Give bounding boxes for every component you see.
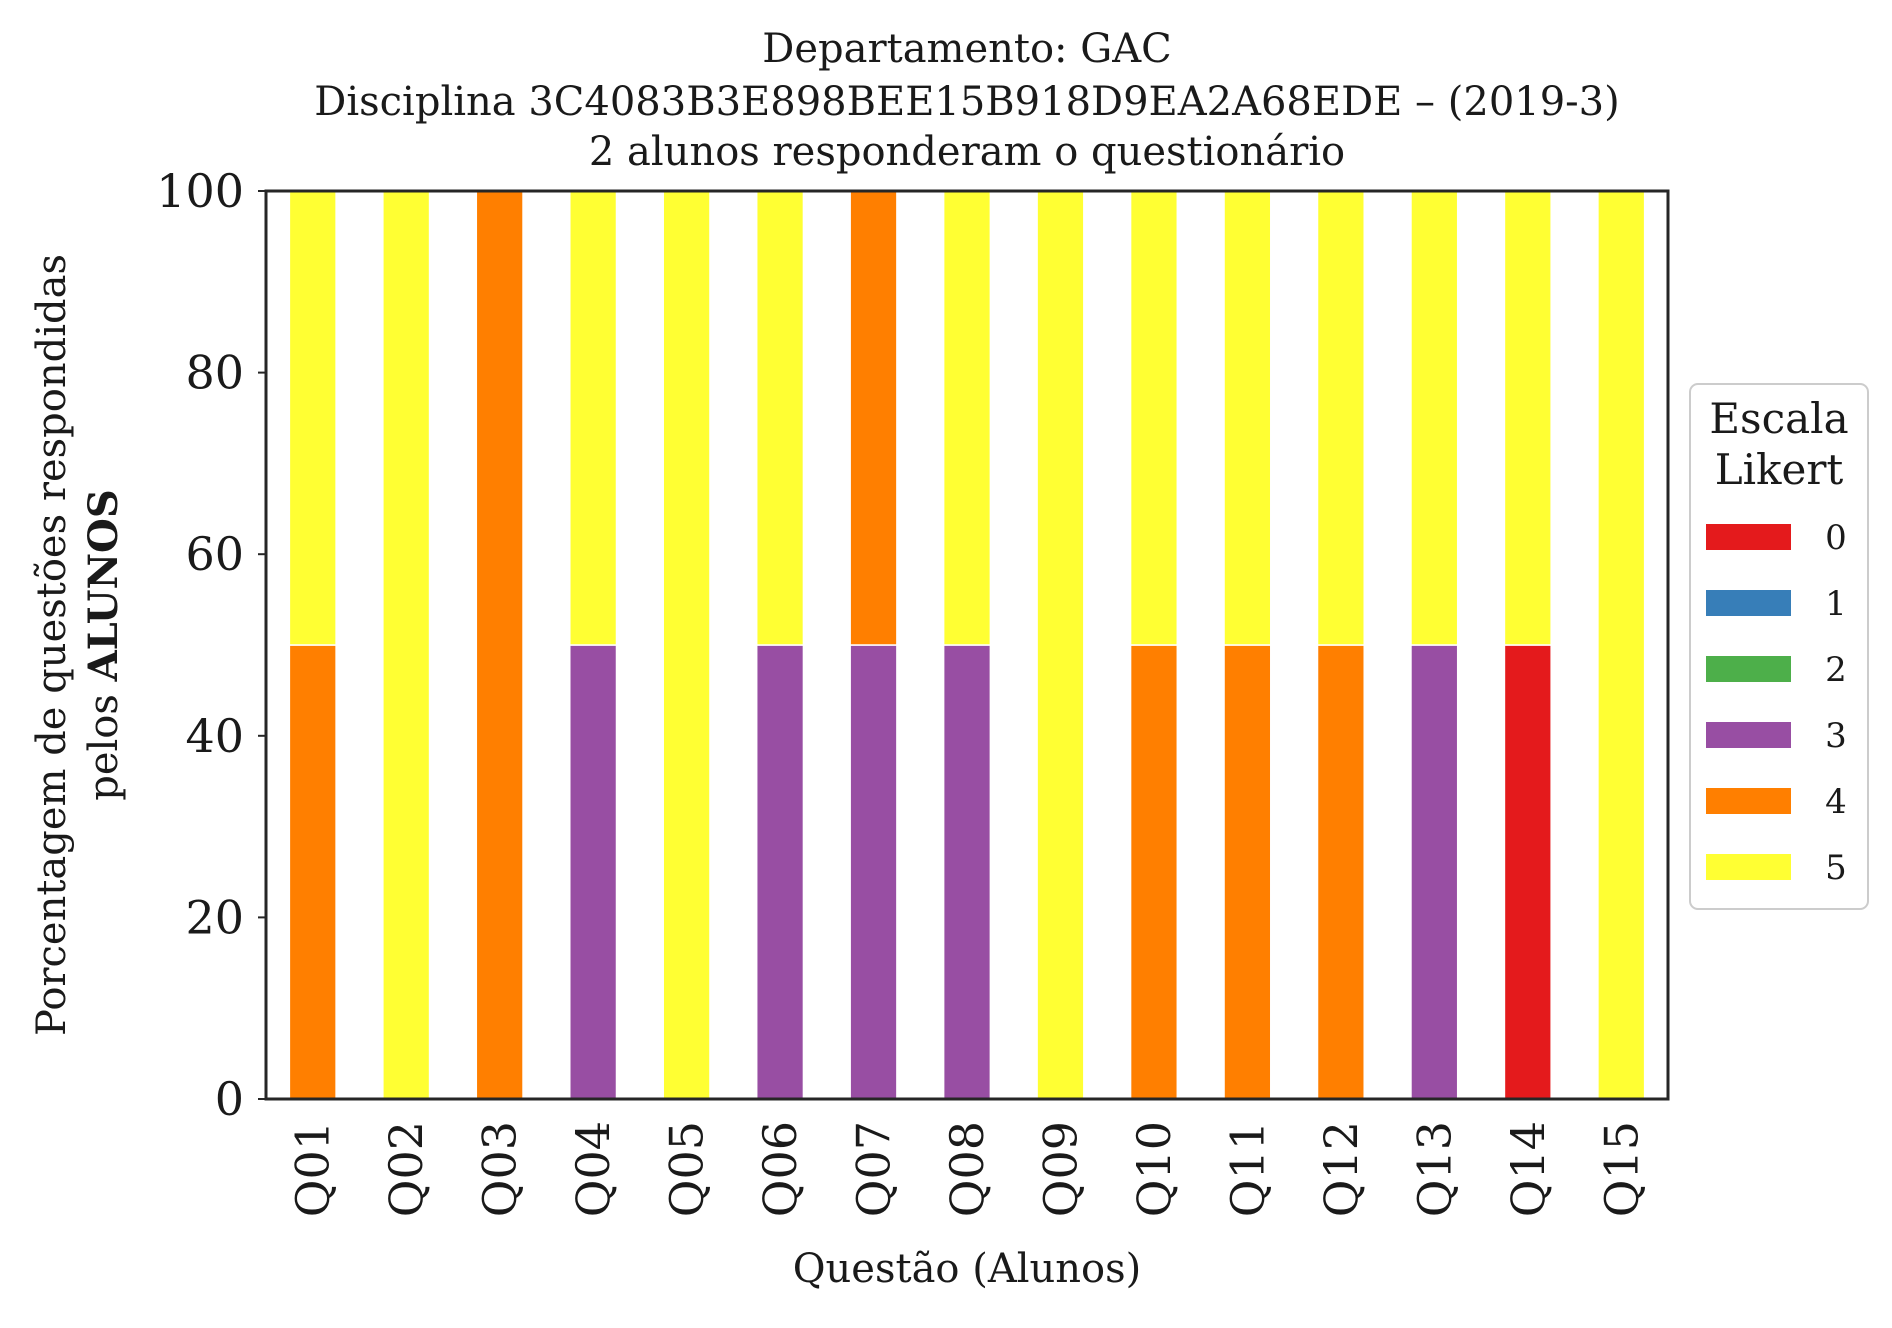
legend-swatch-2 [1706,656,1791,682]
y-axis-label-bold: ALUNOS [80,489,127,682]
legend-title-line-2: Likert [1715,445,1844,494]
legend-label-1: 1 [1825,584,1847,624]
x-tick-label-q11: Q11 [1220,1121,1274,1217]
bar-segment-q01-scale-4 [288,644,337,1100]
x-tick-label-q04: Q04 [566,1121,620,1217]
x-tick-label-q14: Q14 [1501,1121,1555,1217]
bar-segment-q04-scale-3 [569,644,618,1100]
y-tick-label-80: 80 [185,346,244,400]
bar-segment-q01-scale-5 [288,190,337,646]
bar-segment-q07-scale-3 [849,644,898,1100]
legend-label-5: 5 [1825,848,1847,888]
bar-segment-q12-scale-4 [1316,644,1365,1100]
y-axis-label-line-2: pelos ALUNOS [80,489,127,801]
bar-segment-q06-scale-3 [755,644,805,1100]
x-tick-label-q09: Q09 [1033,1121,1087,1217]
bar-segment-q14-scale-5 [1503,190,1552,646]
y-axis-label-prefix: pelos [81,681,127,800]
legend: Escala Likert 0 1 2 3 4 5 [1689,383,1869,910]
y-tick-label-100: 100 [156,164,244,218]
legend-title-line-1: Escala [1709,394,1848,443]
y-tick-label-0: 0 [215,1072,244,1126]
bar-segment-q11-scale-5 [1223,190,1272,646]
bar-segment-q10-scale-4 [1129,644,1179,1100]
bar-segment-q08-scale-3 [942,644,992,1100]
bar-segment-q12-scale-5 [1316,190,1365,646]
x-tick-label-q01: Q01 [286,1121,340,1217]
legend-frame [1689,383,1869,910]
x-tick-label-q05: Q05 [660,1121,714,1217]
y-tick-label-20: 20 [185,890,244,944]
y-tick-label-40: 40 [185,709,244,763]
x-tick-label-q08: Q08 [940,1121,994,1217]
legend-swatch-4 [1706,788,1791,814]
chart-title: Departamento: GAC Disciplina 3C4083B3E89… [314,26,1620,175]
bar-segment-q13-scale-5 [1410,190,1459,646]
legend-swatch-3 [1706,722,1791,748]
x-tick-label-q03: Q03 [473,1121,527,1217]
legend-label-3: 3 [1825,716,1847,756]
y-axis-ticks: 0 20 40 60 80 100 [156,164,266,1126]
bar-segment-q03-scale-4 [475,190,524,1100]
x-tick-label-q13: Q13 [1407,1121,1461,1217]
bar-segment-q02-scale-5 [382,190,431,1100]
x-tick-label-q10: Q10 [1127,1121,1181,1217]
x-axis-ticks: Q01 Q02 Q03 Q04 Q05 Q06 Q07 Q08 Q09 Q10 Q11 Q12 Q13 Q… [286,1121,1649,1217]
title-line-1: Departamento: GAC [762,26,1171,72]
legend-swatch-0 [1706,524,1791,550]
bar-segment-q08-scale-5 [942,190,992,646]
y-axis-label: Porcentagem de questões respondidas pelo… [29,254,127,1036]
x-axis-label: Questão (Alunos) [793,1246,1142,1292]
bar-segment-q07-scale-4 [849,190,898,646]
bar-segment-q11-scale-4 [1223,644,1272,1100]
bar-segment-q10-scale-5 [1129,190,1179,646]
bar-segment-q14-scale-0 [1503,644,1552,1100]
bar-segment-q05-scale-5 [662,190,711,1100]
legend-swatch-1 [1706,590,1791,616]
legend-label-0: 0 [1825,518,1847,558]
bar-segment-q09-scale-5 [1036,190,1085,1100]
title-line-3: 2 alunos responderam o questionário [589,129,1345,175]
bars-group [288,190,1646,1100]
bar-segment-q04-scale-5 [569,190,618,646]
legend-label-4: 4 [1825,782,1847,822]
x-tick-label-q06: Q06 [753,1121,807,1217]
legend-swatch-5 [1706,854,1791,880]
y-tick-label-60: 60 [185,527,244,581]
bar-segment-q06-scale-5 [755,190,805,646]
x-tick-label-q12: Q12 [1314,1121,1368,1217]
x-tick-label-q02: Q02 [379,1121,433,1217]
bar-segment-q13-scale-3 [1410,644,1459,1100]
title-line-2: Disciplina 3C4083B3E898BEE15B918D9EA2A68… [314,79,1620,125]
y-axis-label-line-1: Porcentagem de questões respondidas [29,254,75,1036]
legend-items: 0 1 2 3 4 5 [1706,518,1847,888]
bar-segment-q15-scale-5 [1597,190,1646,1100]
plot-frame [264,189,1670,1101]
x-tick-label-q07: Q07 [847,1121,901,1217]
x-tick-label-q15: Q15 [1594,1121,1648,1217]
legend-label-2: 2 [1825,650,1847,690]
